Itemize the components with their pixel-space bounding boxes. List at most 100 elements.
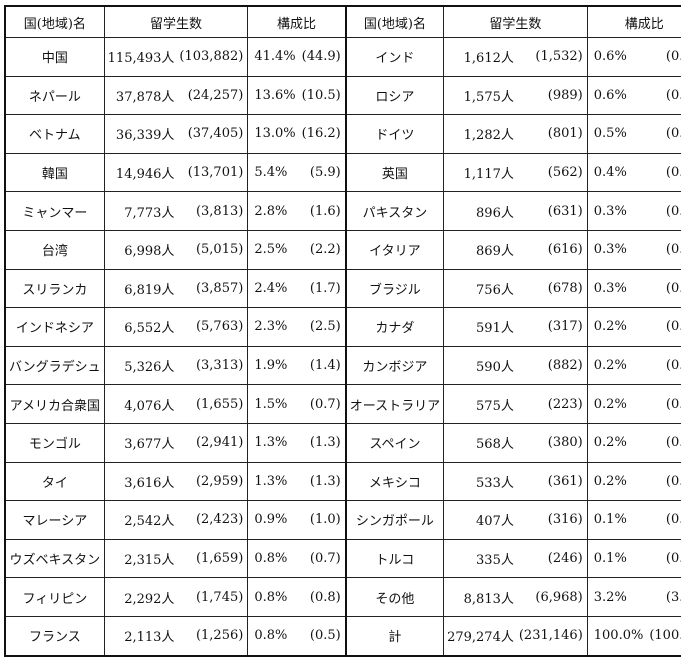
header-country-right: 国(地域)名: [344, 5, 445, 38]
ratio-cell: 0.6%: [586, 37, 647, 77]
previous-ratio-cell: (5.9): [298, 152, 347, 193]
previous-ratio-cell: (44.9): [298, 37, 347, 77]
country-cell: バングラデシュ: [4, 345, 105, 386]
previous-ratio-cell: (0.3): [646, 191, 681, 231]
ratio-cell: 0.3%: [586, 268, 647, 309]
previous-ratio-cell: (1.6): [298, 191, 347, 231]
count-cell: 1,282人: [443, 114, 516, 154]
country-cell: ロシア: [344, 75, 445, 116]
country-cell: フランス: [4, 615, 105, 657]
ratio-cell: 0.8%: [247, 615, 299, 657]
previous-ratio-cell: (0.1): [646, 384, 681, 424]
previous-ratio-cell: (0.4): [646, 75, 681, 116]
previous-ratio-cell: (0.2): [646, 422, 681, 463]
table-row: アメリカ合衆国 4,076人 (1,655) 1.5% (0.7) オーストラリア 575人…: [4, 384, 681, 424]
table-row: フランス 2,113人 (1,256) 0.8% (0.5) 計 279,274人 (231,…: [4, 615, 681, 657]
ratio-cell: 0.5%: [586, 114, 647, 154]
previous-count-cell: (562): [515, 152, 588, 193]
international-students-table: 国(地域)名 留学生数 構成比 国(地域)名 留学生数 構成比 中国 115,49…: [4, 5, 681, 657]
previous-ratio-cell: (0.1): [646, 307, 681, 347]
table-row: ミャンマー 7,773人 (3,813) 2.8% (1.6) パキスタン 896人 (631…: [4, 191, 681, 231]
count-cell: 407人: [443, 500, 516, 540]
country-cell: パキスタン: [344, 191, 445, 231]
previous-count-cell: (246): [515, 538, 588, 579]
previous-ratio-cell: (1.3): [298, 461, 347, 502]
country-cell: ミャンマー: [4, 191, 105, 231]
ratio-cell: 2.8%: [247, 191, 299, 231]
previous-count-cell: (3,813): [176, 191, 249, 231]
ratio-cell: 0.1%: [586, 538, 647, 579]
ratio-cell: 2.5%: [247, 229, 299, 270]
table-row: 中国 115,493人 (103,882) 41.4% (44.9) インド 1,612人(…: [4, 37, 681, 77]
count-cell: 7,773人: [103, 191, 177, 231]
ratio-cell: 0.2%: [586, 307, 647, 347]
previous-count-cell: (801): [515, 114, 588, 154]
country-cell: メキシコ: [344, 461, 445, 502]
ratio-cell: 0.2%: [586, 345, 647, 386]
count-cell: 4,076人: [103, 384, 177, 424]
ratio-cell: 0.1%: [586, 500, 647, 540]
count-cell: 568人: [443, 422, 516, 463]
previous-count-cell: (37,405): [176, 114, 249, 154]
table-row: インドネシア 6,552人 (5,763) 2.3% (2.5) カナダ 591人 (317)…: [4, 307, 681, 347]
count-cell: 756人: [443, 268, 516, 309]
previous-ratio-cell: (1.0): [298, 500, 347, 540]
count-cell: 2,292人: [103, 577, 177, 617]
ratio-cell: 0.6%: [586, 75, 647, 116]
country-cell: カンボジア: [344, 345, 445, 386]
previous-ratio-cell: (0.1): [646, 538, 681, 579]
country-cell: カナダ: [344, 307, 445, 347]
table-row: ネパール 37,878人 (24,257) 13.6% (10.5) ロシア 1,575人(…: [4, 75, 681, 116]
header-students-left: 留学生数: [103, 5, 249, 38]
ratio-cell: 100.0%: [586, 615, 647, 657]
country-cell: 台湾: [4, 229, 105, 270]
ratio-cell: 0.2%: [586, 461, 647, 502]
previous-ratio-cell: (0.3): [646, 229, 681, 270]
count-cell: 6,552人: [103, 307, 177, 347]
table-row: バングラデシュ 5,326人 (3,313) 1.9% (1.4) カンボジア 590人 (8…: [4, 345, 681, 386]
count-cell: 590人: [443, 345, 516, 386]
count-cell: 36,339人: [103, 114, 177, 154]
country-cell: スペイン: [344, 422, 445, 463]
previous-ratio-cell: (100.0): [646, 615, 681, 657]
ratio-cell: 13.6%: [247, 75, 299, 116]
ratio-cell: 0.3%: [586, 229, 647, 270]
previous-count-cell: (317): [515, 307, 588, 347]
previous-count-cell: (24,257): [176, 75, 249, 116]
ratio-cell: 1.9%: [247, 345, 299, 386]
previous-ratio-cell: (0.3): [646, 268, 681, 309]
ratio-cell: 0.8%: [247, 538, 299, 579]
previous-ratio-cell: (0.8): [298, 577, 347, 617]
previous-count-cell: (989): [515, 75, 588, 116]
country-cell: インド: [344, 37, 445, 77]
country-cell: アメリカ合衆国: [4, 384, 105, 424]
country-cell: インドネシア: [4, 307, 105, 347]
previous-ratio-cell: (0.7): [646, 37, 681, 77]
country-cell: ブラジル: [344, 268, 445, 309]
ratio-cell: 0.2%: [586, 422, 647, 463]
ratio-cell: 0.4%: [586, 152, 647, 193]
count-cell: 115,493人: [103, 37, 177, 77]
count-cell: 2,315人: [103, 538, 177, 579]
header-ratio-left: 構成比: [247, 5, 347, 38]
table-row: ベトナム 36,339人 (37,405) 13.0% (16.2) ドイツ 1,282人(…: [4, 114, 681, 154]
previous-ratio-cell: (0.4): [646, 345, 681, 386]
previous-count-cell: (361): [515, 461, 588, 502]
previous-count-cell: (2,423): [176, 500, 249, 540]
country-cell: タイ: [4, 461, 105, 502]
count-cell: 3,677人: [103, 422, 177, 463]
count-cell: 335人: [443, 538, 516, 579]
ratio-cell: 2.4%: [247, 268, 299, 309]
previous-count-cell: (13,701): [176, 152, 249, 193]
table-row: 韓国 14,946人 (13,701) 5.4% (5.9) 英国 1,117人 (562) 0…: [4, 152, 681, 193]
count-cell: 6,819人: [103, 268, 177, 309]
previous-ratio-cell: (0.2): [646, 461, 681, 502]
header-row: 国(地域)名 留学生数 構成比 国(地域)名 留学生数 構成比: [4, 5, 681, 38]
country-cell: スリランカ: [4, 268, 105, 309]
country-cell: その他: [344, 577, 445, 617]
previous-ratio-cell: (1.7): [298, 268, 347, 309]
previous-ratio-cell: (0.3): [646, 114, 681, 154]
country-cell: フィリピン: [4, 577, 105, 617]
previous-count-cell: (882): [515, 345, 588, 386]
ratio-cell: 3.2%: [586, 577, 647, 617]
